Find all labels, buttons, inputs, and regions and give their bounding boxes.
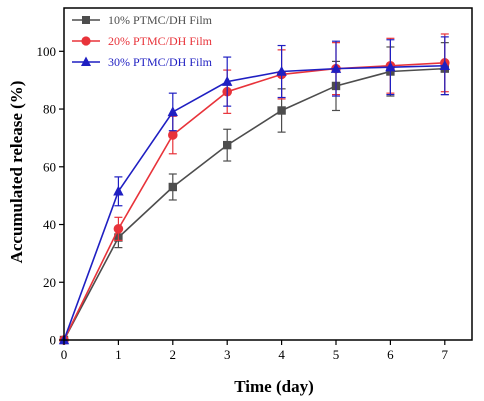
series-line [63,67,445,341]
legend-entry: 10% PTMC/DH Film [72,13,213,27]
y-tick-label: 80 [43,102,56,117]
y-tick-label: 60 [43,159,56,174]
data-point [81,56,91,66]
y-axis-title: Accumulated release (%) [7,81,26,264]
y-tick-label: 0 [50,333,57,348]
data-point [276,65,287,76]
data-point [82,16,90,24]
legend-label: 20% PTMC/DH Film [108,34,213,48]
series-3 [58,36,450,345]
data-point [330,62,342,73]
x-tick-label: 1 [115,347,122,362]
data-point [277,106,286,115]
x-tick-label: 3 [224,347,231,362]
series-line [63,62,445,341]
x-tick-label: 6 [387,347,394,362]
data-point [167,106,178,117]
data-point [168,130,178,140]
series-line [63,64,445,341]
plot-frame [63,7,473,341]
x-tick-label: 0 [61,347,68,362]
data-point [439,60,450,70]
y-tick-label: 40 [43,217,56,232]
data-point [113,185,124,196]
legend-label: 30% PTMC/DH Film [108,55,213,69]
legend-entry: 30% PTMC/DH Film [72,55,213,69]
x-axis-title: Time (day) [234,377,314,396]
x-tick-label: 5 [333,347,340,362]
y-tick-label: 20 [43,275,56,290]
x-tick-label: 2 [170,347,177,362]
data-point [81,36,91,46]
data-point [223,140,232,150]
data-point [222,75,233,86]
x-tick-label: 4 [278,347,285,362]
legend-label: 10% PTMC/DH Film [108,13,213,27]
y-tick-label: 100 [37,44,57,59]
legend-entry: 20% PTMC/DH Film [72,34,213,48]
data-point [385,61,396,72]
data-point [113,224,124,234]
x-tick-label: 7 [442,347,449,362]
data-point [168,182,177,192]
